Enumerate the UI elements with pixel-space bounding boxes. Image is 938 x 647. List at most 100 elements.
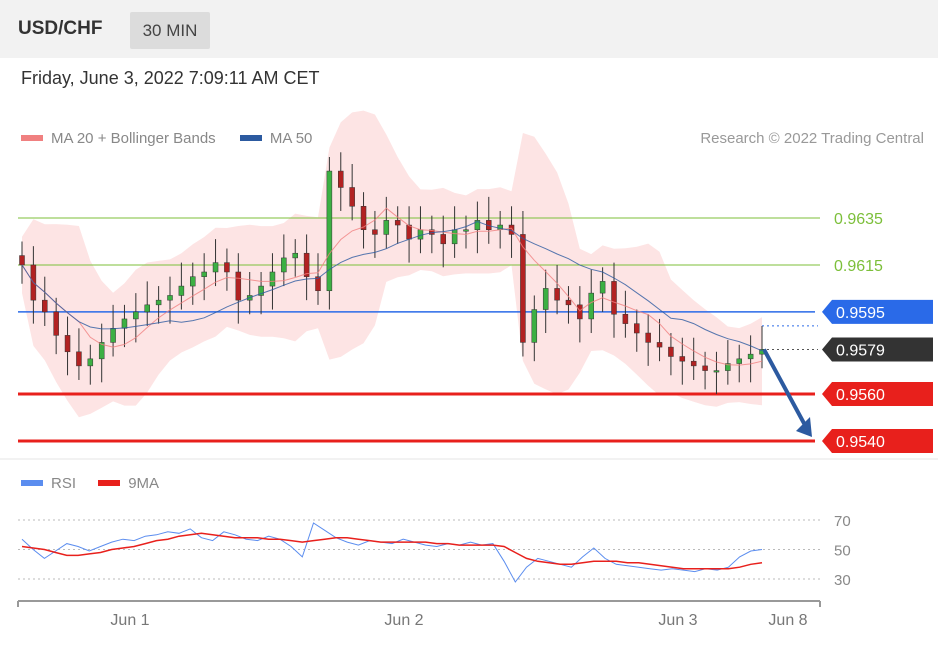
candle-body <box>736 358 742 364</box>
resistance-label-1: 0.9615 <box>834 258 883 275</box>
candles <box>19 152 765 395</box>
last-price-label: 0.9579 <box>836 342 885 359</box>
candle-body <box>690 360 697 367</box>
candle-body <box>76 351 82 367</box>
candle-body <box>144 304 150 313</box>
candle-body <box>303 252 310 277</box>
candle-body <box>747 353 754 360</box>
candle-body <box>155 299 162 306</box>
legend-ma50: MA 50 <box>239 130 313 147</box>
candle-body <box>167 295 173 301</box>
candle-body <box>622 313 629 324</box>
rsi-tick-30: 30 <box>834 572 851 589</box>
candle-body <box>178 285 185 296</box>
candle-body <box>554 288 560 301</box>
forecast-arrow-head <box>796 417 812 437</box>
candle-body <box>406 224 412 240</box>
x-tick-label: Jun 1 <box>110 612 149 629</box>
chart-datetime: Friday, June 3, 2022 7:09:11 AM CET <box>21 68 320 88</box>
candle-body <box>326 170 333 292</box>
price-legend: MA 20 + Bollinger Bands MA 50 <box>21 130 332 147</box>
legend-rsi-swatch <box>21 480 43 487</box>
candle-body <box>451 229 458 245</box>
bollinger-band <box>22 110 762 418</box>
candle-body <box>520 234 526 343</box>
candle-body <box>599 281 606 294</box>
candle-body <box>281 257 287 273</box>
candle-body <box>725 363 731 371</box>
candle-body <box>87 358 94 367</box>
candle-body <box>53 311 59 336</box>
candle-body <box>372 229 378 235</box>
candle-body <box>133 311 139 320</box>
legend-9ma-label: 9MA <box>128 475 160 492</box>
symbol-title: USD/CHF <box>18 18 103 39</box>
candle-body <box>656 342 663 348</box>
legend-ma20-swatch <box>21 135 43 142</box>
candle-body <box>679 356 686 362</box>
candle-body <box>98 342 105 360</box>
rsi-line <box>21 522 763 583</box>
x-tick-label: Jun 3 <box>658 612 697 629</box>
candle-body <box>645 332 651 343</box>
candle-body <box>474 220 481 230</box>
x-tick-label: Jun 8 <box>768 612 807 629</box>
candle-body <box>702 365 708 371</box>
candle-body <box>713 370 720 373</box>
legend-ma20-label: MA 20 + Bollinger Bands <box>51 130 216 147</box>
pivot-label: 0.9595 <box>836 305 885 322</box>
rsi-tick-50: 50 <box>834 543 851 560</box>
resistance-label-2: 0.9635 <box>834 211 883 228</box>
legend-9ma: 9MA <box>98 475 159 492</box>
candle-body <box>394 220 401 226</box>
pivot-label-box <box>822 299 933 324</box>
x-tick-label: Jun 2 <box>384 612 423 629</box>
candle-body <box>212 262 219 273</box>
rsi-legend: RSI 9MA <box>21 475 177 492</box>
support-label-2-box <box>822 429 933 453</box>
candle-body <box>190 276 196 287</box>
legend-9ma-swatch <box>98 480 121 487</box>
last-price-label-box <box>822 337 933 362</box>
ma50-line <box>21 220 763 352</box>
candle-body <box>110 328 116 343</box>
support-label-1-box <box>822 382 933 407</box>
candle-body <box>224 262 230 273</box>
candle-body <box>360 206 367 230</box>
candle-body <box>121 318 128 329</box>
candle-body <box>258 285 264 296</box>
candle-body <box>338 170 344 188</box>
candle-body <box>383 220 390 235</box>
credit-text: Research © 2022 Trading Central <box>700 130 924 147</box>
candle-body <box>42 299 48 313</box>
timeframe-button[interactable]: 30 MIN <box>130 12 210 49</box>
candle-body <box>201 271 207 277</box>
rsi-9ma-line <box>21 532 763 570</box>
legend-ma20: MA 20 + Bollinger Bands <box>21 130 216 147</box>
candle-body <box>235 271 242 301</box>
candle-body <box>577 304 583 320</box>
legend-ma50-swatch <box>239 135 262 142</box>
candle-body <box>315 276 321 292</box>
forecast-arrow-shaft <box>762 348 808 428</box>
header-bar: USD/CHF 30 MIN <box>0 0 938 58</box>
support-label-2: 0.9540 <box>836 434 885 451</box>
legend-ma50-label: MA 50 <box>269 130 313 147</box>
candle-body <box>668 346 674 357</box>
candle-body <box>269 271 276 287</box>
support-label-1: 0.9560 <box>836 387 885 404</box>
candle-body <box>588 292 594 320</box>
candle-body <box>634 323 640 334</box>
candle-body <box>292 252 298 259</box>
legend-rsi: RSI <box>21 475 76 492</box>
rsi-tick-70: 70 <box>834 513 851 530</box>
candle-body <box>440 234 446 245</box>
candle-body <box>19 255 25 266</box>
candle-body <box>565 299 572 306</box>
candle-body <box>531 309 538 343</box>
candle-body <box>542 288 549 310</box>
candle-body <box>611 281 617 315</box>
legend-rsi-label: RSI <box>51 475 77 492</box>
candle-body <box>463 229 469 232</box>
